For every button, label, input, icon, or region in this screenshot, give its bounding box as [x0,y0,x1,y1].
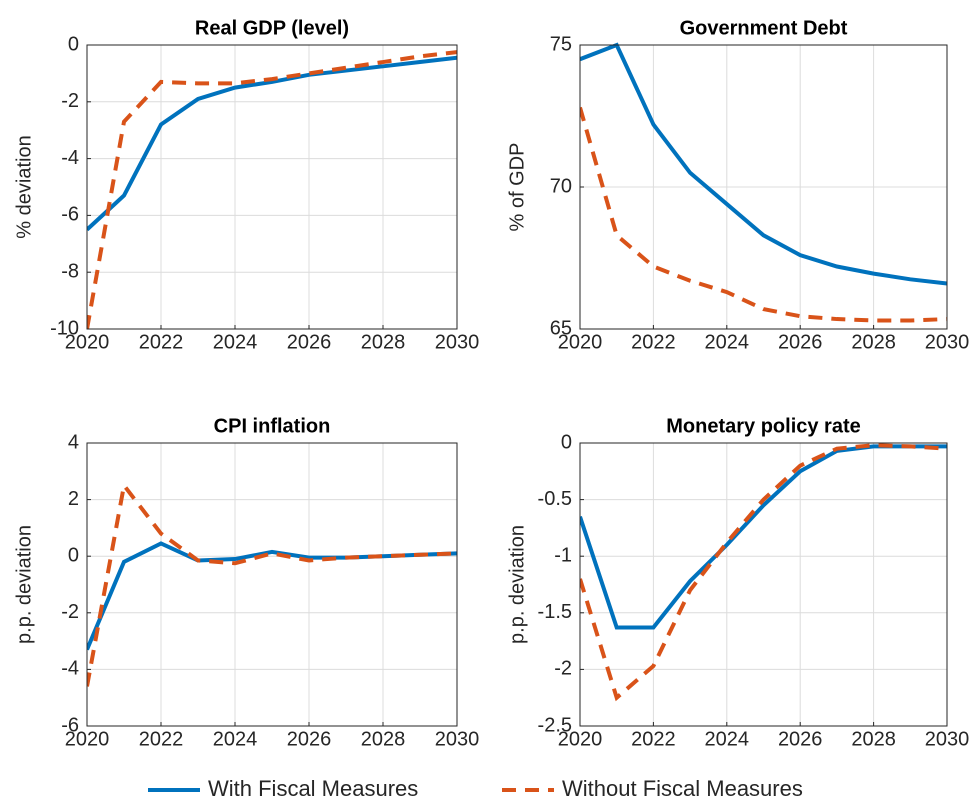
y-tick-label: -2 [61,601,79,623]
y-tick-label: -10 [50,317,79,339]
x-tick-label: 2022 [631,331,676,353]
y-tick-label: -2 [61,90,79,112]
y-tick-label: -6 [61,714,79,736]
x-tick-label: 2026 [778,728,823,750]
series-line [87,50,457,330]
y-tick-label: -0.5 [538,488,572,510]
x-tick-label: 2022 [139,728,184,750]
y-axis-label: p.p. deviation [13,525,35,644]
x-tick-label: 2030 [925,331,970,353]
y-tick-label: -1.5 [538,601,572,623]
y-axis-label: % deviation [13,135,35,238]
series-line [580,106,947,323]
x-tick-label: 2026 [287,331,332,353]
series-line [87,480,457,687]
plot-area [87,443,457,726]
series-line [580,443,947,702]
y-tick-label: -1 [554,544,572,566]
x-tick-label: 2024 [705,331,750,353]
chart-title: Government Debt [680,17,848,39]
y-tick-label: -4 [61,147,79,169]
y-tick-label: 2 [68,488,79,510]
chart-title: Real GDP (level) [195,17,349,39]
legend-label: With Fiscal Measures [208,776,418,801]
legend-label: Without Fiscal Measures [562,776,803,801]
x-tick-label: 2024 [213,728,258,750]
x-tick-label: 2028 [851,728,896,750]
x-tick-label: 2020 [65,728,110,750]
y-tick-label: -4 [61,658,79,680]
x-tick-label: 2028 [361,728,406,750]
x-tick-label: 2028 [851,331,896,353]
x-tick-label: 2026 [778,331,823,353]
series-line [87,55,457,232]
x-tick-label: 2030 [435,331,480,353]
x-tick-label: 2020 [65,331,110,353]
plot-area [87,45,457,329]
chart-title: Monetary policy rate [666,415,861,437]
axes-box [579,442,948,727]
x-tick-label: 2022 [631,728,676,750]
x-tick-label: 2030 [435,728,480,750]
y-axis-label: % of GDP [506,143,528,232]
x-tick-label: 2030 [925,728,970,750]
series-line [580,42,947,286]
y-tick-label: 70 [550,175,572,197]
x-tick-label: 2024 [705,728,750,750]
axes-box [579,44,948,330]
y-tick-label: 0 [68,33,79,55]
y-tick-label: 65 [550,317,572,339]
y-tick-label: 0 [68,544,79,566]
y-tick-label: 75 [550,33,572,55]
y-tick-label: -2.5 [538,714,572,736]
y-tick-label: -8 [61,260,79,282]
axes-box [86,442,458,727]
chart-title: CPI inflation [214,415,331,437]
x-tick-label: 2028 [361,331,406,353]
x-tick-label: 2020 [558,331,603,353]
axes-box [86,44,458,330]
y-axis-label: p.p. deviation [506,525,528,644]
y-tick-label: 0 [561,431,572,453]
x-tick-label: 2026 [287,728,332,750]
y-tick-label: -2 [554,658,572,680]
plot-area [580,443,947,726]
x-tick-label: 2022 [139,331,184,353]
y-tick-label: -6 [61,204,79,226]
x-tick-label: 2024 [213,331,258,353]
x-tick-label: 2020 [558,728,603,750]
y-tick-label: 4 [68,431,79,453]
